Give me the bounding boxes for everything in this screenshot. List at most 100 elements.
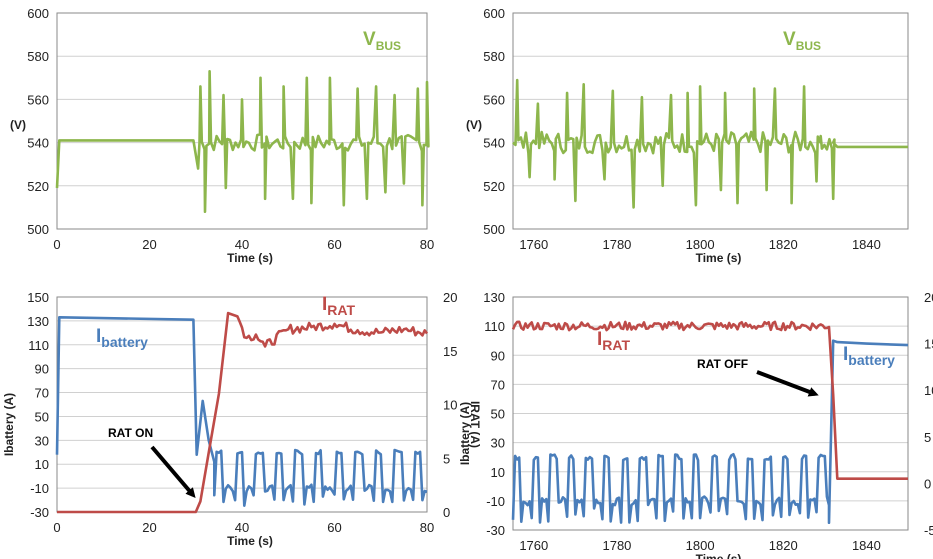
x-tick-label: 1820 — [769, 237, 798, 252]
plot-frame — [512, 296, 909, 531]
y-tick-label: -30 — [486, 523, 505, 538]
vbus-label-left: VBUS — [363, 29, 401, 53]
y-tick-label: 70 — [491, 377, 505, 392]
y-axis-label: Ibattery (A) — [458, 402, 472, 465]
ibattery-label-left: Ibattery — [96, 326, 148, 350]
y-tick-label: -30 — [30, 505, 49, 520]
x-tick-label: 1800 — [686, 538, 715, 553]
x-tick-label: 1800 — [686, 237, 715, 252]
x-tick-label: 1760 — [519, 538, 548, 553]
x-tick-label: 40 — [235, 237, 249, 252]
y-tick-label: 520 — [27, 179, 49, 194]
x-tick-label: 1780 — [602, 237, 631, 252]
x-tick-label: 80 — [420, 237, 434, 252]
y2-tick-label: -5 — [924, 523, 933, 538]
svg-text:IRAT: IRAT — [597, 329, 630, 353]
y-tick-label: 500 — [483, 222, 505, 237]
y-tick-label: 70 — [35, 386, 49, 401]
series-line — [55, 70, 430, 213]
x-tick-label: 40 — [235, 520, 249, 535]
svg-text:IRAT: IRAT — [322, 294, 355, 318]
vbus-label-right: VBUS — [783, 29, 821, 53]
y-tick-label: 50 — [35, 409, 49, 424]
x-tick-label: 80 — [420, 520, 434, 535]
y-tick-label: 50 — [491, 407, 505, 422]
y-tick-label: 130 — [27, 314, 49, 329]
series-line — [512, 78, 908, 209]
svg-text:Ibattery: Ibattery — [843, 344, 895, 368]
chart-panel-1: 500 520 540 560 580 600 0 20 40 60 80 Time (s) (V) — [10, 6, 434, 265]
y2-tick-label: 20 — [924, 290, 933, 305]
plot-frame — [512, 12, 909, 230]
y-tick-label: 560 — [483, 92, 505, 107]
y-axis-label: Ibattery (A) — [2, 393, 16, 456]
series-line — [511, 339, 909, 524]
x-tick-label: 20 — [142, 520, 156, 535]
x-tick-label: 60 — [327, 237, 341, 252]
x-tick-label: 60 — [327, 520, 341, 535]
y-tick-label: 110 — [484, 319, 505, 334]
y-tick-label: -10 — [486, 494, 505, 509]
y-tick-label: 110 — [28, 338, 49, 353]
y-tick-label: -10 — [30, 481, 49, 496]
y-tick-label: 600 — [27, 6, 49, 21]
irat-label-left: IRAT — [322, 294, 355, 318]
x-tick-label: 1820 — [769, 538, 798, 553]
x-tick-label: 0 — [53, 237, 60, 252]
x-tick-label: 20 — [142, 237, 156, 252]
y2-tick-label: 0 — [443, 505, 450, 520]
svg-text:Ibattery: Ibattery — [96, 326, 148, 350]
y2-tick-label: 0 — [924, 476, 931, 491]
svg-text:VBUS: VBUS — [783, 29, 821, 53]
y-tick-label: 30 — [491, 436, 505, 451]
y-tick-label: 90 — [35, 362, 49, 377]
y2-tick-label: 10 — [924, 383, 933, 398]
annotation-rat-on: RAT ON — [108, 426, 153, 440]
y-tick-label: 600 — [483, 6, 505, 21]
x-tick-label: 0 — [53, 520, 60, 535]
irat-label-right: IRAT — [597, 329, 630, 353]
svg-text:VBUS: VBUS — [363, 29, 401, 53]
y-tick-label: 580 — [27, 49, 49, 64]
x-axis-label: Time (s) — [227, 251, 273, 265]
x-axis-label: Time (s) — [696, 552, 742, 559]
y2-tick-label: 5 — [924, 430, 931, 445]
series-line — [57, 311, 429, 514]
y-tick-label: 540 — [27, 136, 49, 151]
y-tick-label: 540 — [483, 136, 505, 151]
y-tick-label: 130 — [483, 290, 505, 305]
series-line — [511, 320, 908, 480]
chart-panel-3: -30 -10 10 30 50 70 90 110 130 150 0 20 40 60 80 0 5 10 15… — [2, 290, 482, 548]
y2-axis-label: IRAT (A) — [468, 401, 482, 448]
x-tick-label: 1840 — [852, 538, 881, 553]
annotation-arrow-rat-on — [150, 445, 196, 499]
y-axis-label: (V) — [10, 118, 26, 132]
series-line — [55, 316, 428, 507]
y-tick-label: 500 — [27, 222, 49, 237]
annotation-rat-off: RAT OFF — [697, 357, 748, 371]
x-tick-label: 1780 — [602, 538, 631, 553]
x-tick-label: 1760 — [519, 237, 548, 252]
y2-tick-label: 15 — [443, 344, 457, 359]
y-tick-label: 580 — [483, 49, 505, 64]
x-axis-label: Time (s) — [227, 534, 273, 548]
y2-tick-label: 15 — [924, 337, 933, 352]
y2-tick-label: 20 — [443, 290, 457, 305]
y-tick-label: 520 — [483, 179, 505, 194]
y-tick-label: 10 — [491, 465, 505, 480]
chart-panel-2: 500 520 540 560 580 600 1760 1780 1800 1820 1840 Ti… — [466, 6, 909, 265]
ibattery-label-right: Ibattery — [843, 344, 895, 368]
x-tick-label: 1840 — [852, 237, 881, 252]
annotation-arrow-rat-off — [756, 370, 819, 397]
y-tick-label: 560 — [27, 92, 49, 107]
y2-tick-label: 10 — [443, 398, 457, 413]
y-axis-label: (V) — [466, 118, 482, 132]
y-tick-label: 10 — [35, 457, 49, 472]
y-tick-label: 150 — [27, 290, 49, 305]
x-axis-label: Time (s) — [696, 251, 742, 265]
y-tick-label: 90 — [491, 348, 505, 363]
y-tick-label: 30 — [35, 433, 49, 448]
y2-tick-label: 5 — [443, 451, 450, 466]
